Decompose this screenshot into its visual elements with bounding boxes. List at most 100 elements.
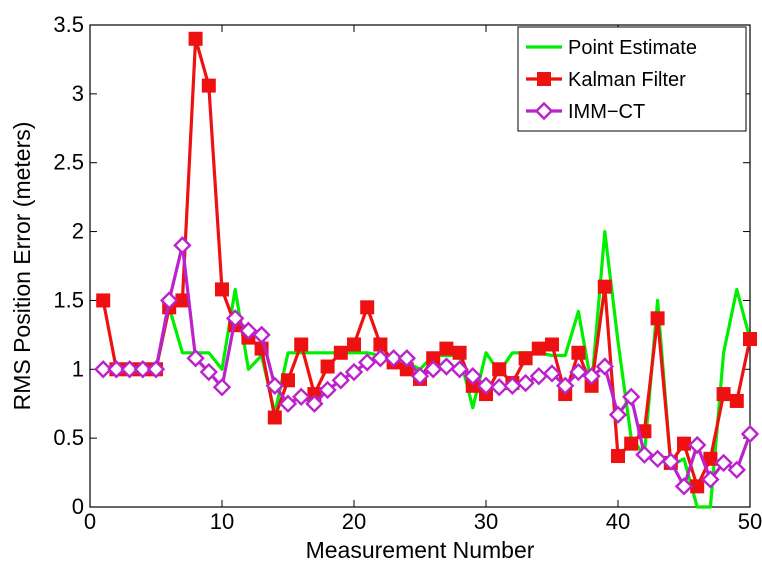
data-point-square <box>201 78 216 93</box>
data-point-square <box>743 331 757 346</box>
data-point-square <box>294 337 309 352</box>
y-tick-label: 0 <box>72 494 84 519</box>
data-point-diamond <box>371 349 390 368</box>
data-point-diamond <box>569 362 588 382</box>
x-tick-label: 0 <box>84 509 96 534</box>
data-point-square <box>492 362 507 377</box>
data-point-diamond <box>384 349 403 368</box>
data-point-square <box>597 279 612 294</box>
data-point-diamond <box>305 394 324 413</box>
data-point-diamond <box>556 376 575 396</box>
data-point-square <box>373 337 388 352</box>
data-point-square <box>439 341 454 356</box>
y-axis-label: RMS Position Error (meters) <box>9 122 35 411</box>
legend-label: IMM−CT <box>568 101 645 123</box>
data-point-diamond <box>133 360 152 379</box>
x-tick-label: 20 <box>342 509 366 534</box>
data-point-diamond <box>490 377 509 397</box>
data-point-diamond <box>674 477 694 496</box>
data-point-diamond <box>160 291 179 310</box>
data-point-diamond <box>331 371 350 390</box>
data-point-diamond <box>688 435 707 455</box>
data-point-diamond <box>292 387 311 407</box>
data-point-square <box>611 449 625 464</box>
data-point-diamond <box>463 366 482 386</box>
data-point-square <box>360 300 375 315</box>
legend-entry-kalman-filter: Kalman Filter <box>526 69 686 91</box>
data-point-diamond <box>450 360 469 379</box>
y-tick-label: 2.5 <box>53 150 84 175</box>
data-point-diamond <box>701 470 720 489</box>
data-point-diamond <box>94 360 113 379</box>
data-point-diamond <box>476 376 496 396</box>
data-point-square <box>518 351 533 366</box>
data-point-diamond <box>534 101 554 121</box>
data-point-square <box>571 345 586 360</box>
data-point-square <box>729 393 744 408</box>
x-tick-label: 30 <box>474 509 498 534</box>
legend-entry-imm-ct: IMM−CT <box>526 101 645 123</box>
data-point-square <box>624 436 639 451</box>
data-point-diamond <box>542 364 562 383</box>
data-point-diamond <box>173 236 192 255</box>
y-tick-label: 2 <box>72 219 84 244</box>
data-point-diamond <box>622 387 641 407</box>
x-axis-label: Measurement Number <box>306 537 535 563</box>
data-point-diamond <box>437 357 456 376</box>
data-point-diamond <box>397 349 416 368</box>
y-tick-label: 3.5 <box>53 12 84 37</box>
data-point-square <box>96 293 111 308</box>
data-point-diamond <box>107 360 126 379</box>
data-point-square <box>215 282 229 297</box>
y-tick-label: 0.5 <box>53 425 84 450</box>
data-point-diamond <box>344 362 364 382</box>
series-imm-ct <box>94 236 760 496</box>
data-point-diamond <box>186 349 205 368</box>
data-point-square <box>452 345 467 360</box>
data-point-diamond <box>608 405 628 424</box>
data-point-diamond <box>252 325 271 345</box>
x-tick-label: 10 <box>210 509 234 534</box>
data-point-square <box>281 373 295 388</box>
data-point-square <box>716 387 731 402</box>
data-point-diamond <box>239 321 258 340</box>
data-point-square <box>333 345 348 360</box>
data-point-square <box>531 341 546 356</box>
data-point-diamond <box>582 366 601 386</box>
data-point-diamond <box>318 380 337 400</box>
data-point-square <box>188 31 203 46</box>
data-point-diamond <box>278 394 298 413</box>
data-point-diamond <box>410 366 430 386</box>
data-point-diamond <box>635 445 654 464</box>
x-tick-label: 40 <box>606 509 630 534</box>
legend: Point Estimate Kalman Filter IMM−CT <box>517 26 747 132</box>
data-point-diamond <box>120 360 139 379</box>
x-tick-label: 50 <box>738 509 762 534</box>
y-tick-label: 3 <box>72 81 84 106</box>
y-tick-label: 1 <box>72 356 84 381</box>
data-point-square <box>537 72 551 86</box>
data-point-diamond <box>595 357 614 376</box>
data-point-square <box>320 359 335 374</box>
axis-ticks: 0 10 20 30 40 50 0 0.5 1 1.5 2 2.5 3 3.5 <box>53 12 762 534</box>
data-point-diamond <box>516 373 535 393</box>
data-point-square <box>545 337 559 352</box>
data-point-diamond <box>212 377 232 397</box>
series-layer <box>94 31 760 509</box>
data-point-diamond <box>265 376 284 396</box>
legend-label: Kalman Filter <box>568 69 686 91</box>
data-point-diamond <box>727 460 746 480</box>
data-point-square <box>267 410 282 425</box>
data-point-diamond <box>714 453 733 473</box>
data-point-square <box>677 436 691 451</box>
data-point-diamond <box>358 353 377 372</box>
data-point-diamond <box>146 360 166 379</box>
data-point-diamond <box>661 452 680 471</box>
data-point-diamond <box>199 362 218 382</box>
legend-label: Point Estimate <box>568 37 697 59</box>
data-point-diamond <box>226 309 245 328</box>
legend-entry-point-estimate: Point Estimate <box>526 37 697 59</box>
data-point-diamond <box>648 449 667 468</box>
data-point-square <box>650 311 665 326</box>
